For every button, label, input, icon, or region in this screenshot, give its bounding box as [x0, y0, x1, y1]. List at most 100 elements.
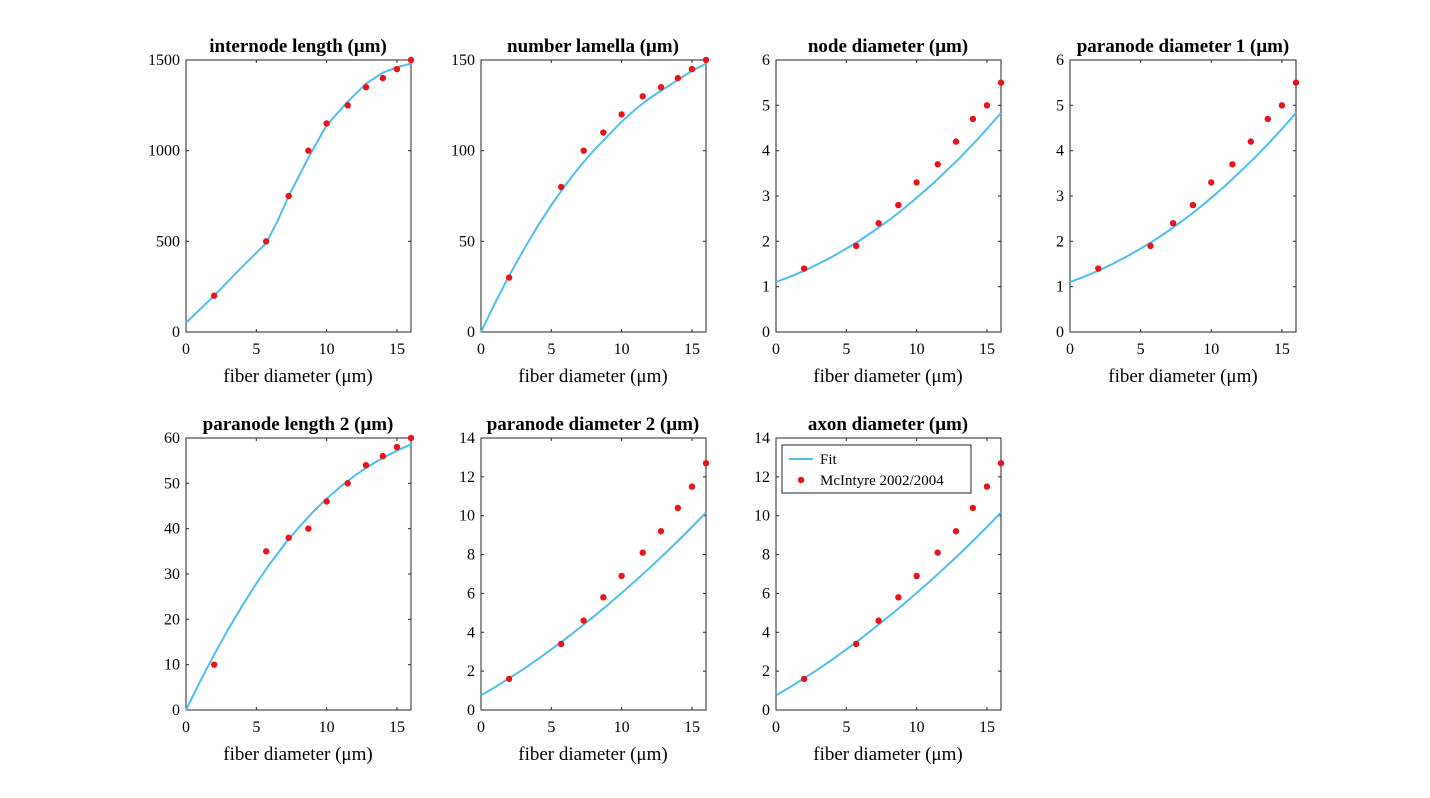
axis-box [480, 437, 707, 711]
y-tick-label: 150 [451, 52, 475, 69]
x-tick-label: 5 [1137, 341, 1145, 358]
marks: 0 5 10 15 0 500 1000 1500 [148, 52, 415, 358]
y-tick-label: 2 [1056, 233, 1064, 250]
data-point [379, 452, 387, 460]
data-point [952, 138, 960, 145]
data-point [1264, 115, 1271, 123]
x-tick-label: 10 [1203, 341, 1219, 358]
data-point [674, 504, 682, 512]
data-point [657, 84, 665, 91]
fit-line [185, 443, 412, 711]
y-tick-label: 20 [164, 611, 180, 628]
data-point [262, 548, 270, 555]
axis-box [1069, 59, 1297, 333]
y-tick-label: 50 [164, 475, 180, 492]
y-tick-label: 8 [762, 547, 770, 564]
y-tick-label: 100 [451, 143, 475, 160]
x-tick-label: 10 [319, 719, 335, 736]
x-axis-label: fiber diameter (μm) [223, 744, 372, 765]
data-point [285, 192, 292, 200]
data-point [1292, 79, 1300, 86]
y-tick-label: 10 [754, 508, 770, 525]
fit-line [480, 62, 707, 333]
y-tick-label: 0 [762, 324, 770, 341]
data-point [875, 220, 882, 227]
y-tick-label: 6 [762, 52, 770, 69]
data-point [407, 56, 415, 64]
data-point [1147, 242, 1154, 250]
y-tick-label: 3 [762, 188, 770, 205]
marks: 0 5 10 15 0 2 4 6 8 10 12 14 [459, 430, 710, 736]
y-tick-label: 6 [1056, 52, 1064, 69]
data-point [983, 102, 991, 109]
data-point [618, 572, 625, 580]
y-tick-label: 4 [467, 624, 475, 641]
fit-line [1069, 112, 1297, 284]
y-tick-label: 10 [459, 508, 475, 525]
y-tick-label: 1500 [148, 52, 180, 69]
y-tick-label: 0 [762, 702, 770, 719]
x-tick-label: 5 [842, 719, 850, 736]
y-tick-label: 2 [467, 663, 475, 680]
axis-box [480, 59, 707, 333]
y-tick-label: 6 [762, 585, 770, 602]
y-tick-label: 30 [164, 566, 180, 583]
x-tick-label: 15 [979, 719, 995, 736]
data-point [305, 525, 312, 532]
data-point [875, 617, 882, 624]
data-point [895, 594, 902, 601]
panel-title: paranode diameter 1 (μm) [1077, 36, 1290, 57]
x-tick-label: 0 [182, 719, 190, 736]
x-axis-label: fiber diameter (μm) [1108, 366, 1257, 387]
data-point [505, 274, 513, 281]
data-point [407, 434, 415, 442]
panel-paranode-diameter-2: paranode diameter 2 (μm) fiber diameter … [459, 414, 710, 765]
legend-data-label: McIntyre 2002/2004 [820, 473, 944, 489]
data-point [580, 617, 587, 624]
data-point [702, 460, 710, 467]
panel-axon-diameter: axon diameter (μm) fiber diameter (μm) 0… [754, 414, 1005, 765]
data-point [639, 549, 646, 556]
x-tick-label: 10 [614, 719, 630, 736]
data-point [505, 675, 513, 683]
panel-number-lamella: number lamella (μm) fiber diameter (μm) … [451, 36, 710, 387]
x-tick-label: 5 [842, 341, 850, 358]
x-tick-label: 0 [1066, 341, 1074, 358]
fit-line [775, 511, 1002, 697]
y-tick-label: 4 [762, 143, 770, 160]
data-point [997, 460, 1005, 467]
data-point [852, 640, 860, 648]
data-point [1208, 179, 1215, 186]
x-tick-label: 5 [547, 719, 555, 736]
data-point [895, 201, 902, 209]
y-tick-label: 3 [1056, 188, 1064, 205]
y-tick-label: 12 [459, 469, 475, 486]
y-tick-label: 4 [1056, 143, 1064, 160]
data-point [379, 74, 387, 82]
y-tick-label: 0 [467, 324, 475, 341]
data-point [285, 534, 292, 541]
fit-line [480, 511, 707, 697]
y-tick-label: 4 [762, 624, 770, 641]
data-point [210, 292, 218, 299]
axis-box [185, 59, 412, 333]
data-point [800, 265, 808, 272]
data-point [702, 56, 710, 64]
data-point [1189, 201, 1197, 209]
y-tick-label: 0 [172, 324, 180, 341]
y-tick-label: 0 [1056, 324, 1064, 341]
data-point [362, 462, 370, 469]
panel-internode-length: internode length (μm) fiber diameter (μm… [148, 36, 415, 387]
axis-box [775, 59, 1002, 333]
y-tick-label: 2 [762, 233, 770, 250]
fit-line [775, 112, 1002, 284]
data-point [362, 84, 370, 91]
data-point [262, 238, 270, 245]
data-point [557, 640, 565, 648]
y-tick-label: 12 [754, 469, 770, 486]
y-tick-label: 50 [459, 233, 475, 250]
panel-title: axon diameter (μm) [808, 414, 968, 435]
y-tick-label: 1 [1056, 279, 1064, 296]
legend: Fit McIntyre 2002/2004 [781, 444, 972, 494]
